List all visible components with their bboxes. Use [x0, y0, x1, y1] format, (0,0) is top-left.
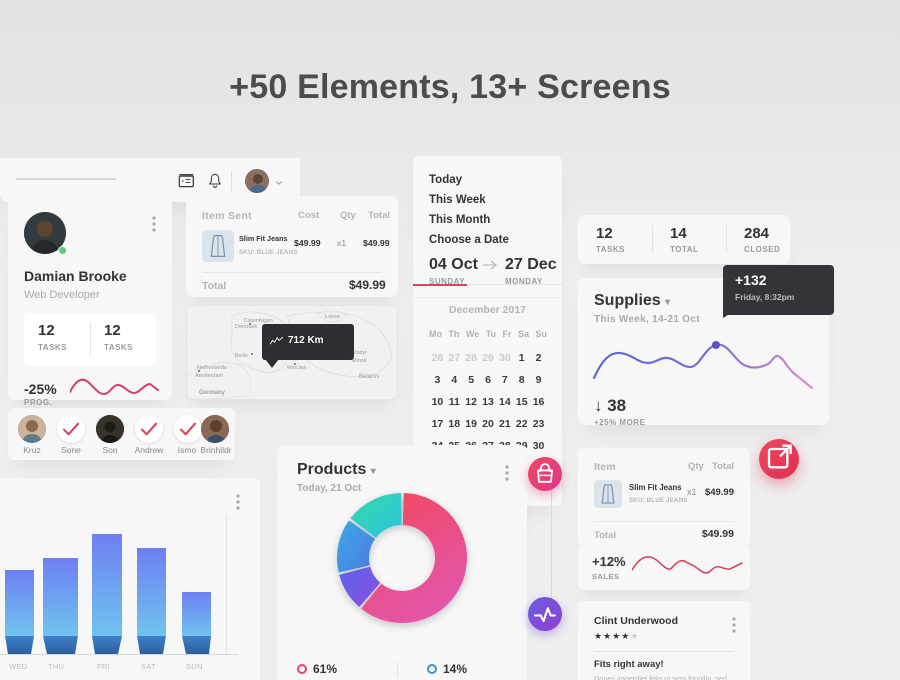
svg-text:Berlin: Berlin: [235, 353, 248, 359]
svg-text:Belarus: Belarus: [359, 374, 379, 380]
svg-text:Mazyr: Mazyr: [352, 350, 367, 356]
svg-text:Wroclaw: Wroclaw: [287, 365, 306, 371]
svg-text:Germany: Germany: [199, 390, 226, 396]
svg-text:Latvia: Latvia: [325, 314, 341, 320]
svg-text:Netherlands: Netherlands: [197, 365, 227, 371]
svg-text:Amsterdam: Amsterdam: [195, 373, 224, 379]
svg-text:Minsk: Minsk: [352, 358, 367, 364]
svg-text:Denmark: Denmark: [235, 324, 258, 330]
